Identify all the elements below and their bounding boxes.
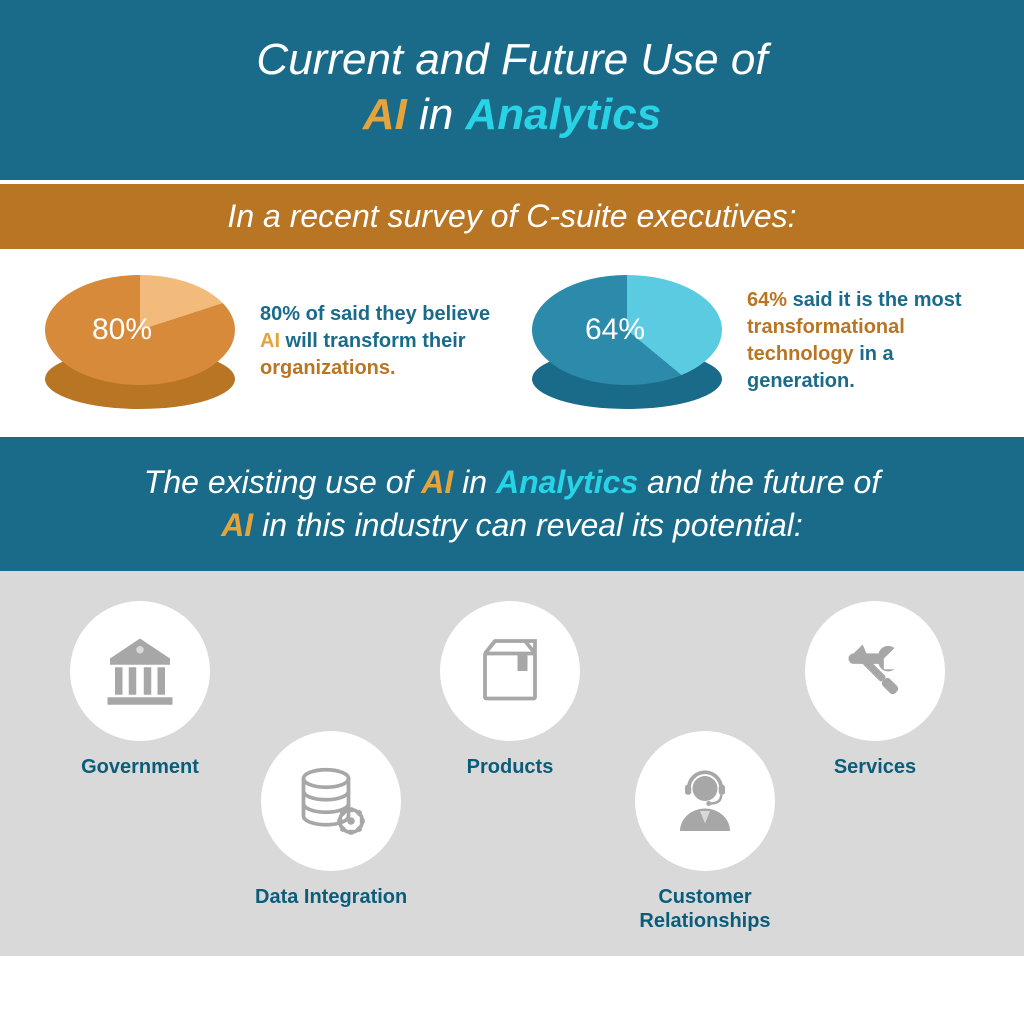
s1-b: will transform their <box>280 330 466 352</box>
box-icon <box>470 631 550 711</box>
database-gear-icon <box>291 761 371 841</box>
tools-icon <box>835 631 915 711</box>
m-an: Analytics <box>496 464 638 500</box>
category-government: Government <box>70 601 210 779</box>
pie-chart-64: 64% <box>527 271 727 411</box>
midband-text: The existing use of AI in Analytics and … <box>60 461 964 547</box>
title-banner: Current and Future Use of AI in Analytic… <box>0 0 1024 180</box>
categories-panel: Government Data Integration <box>0 571 1024 956</box>
government-icon <box>100 631 180 711</box>
category-customer-relationships: Customer Relationships <box>620 731 790 933</box>
title-analytics: Analytics <box>466 90 662 139</box>
circle-services <box>805 601 945 741</box>
category-products: Products <box>440 601 580 779</box>
m-b: in <box>453 464 496 500</box>
circle-customer <box>635 731 775 871</box>
category-label: Customer Relationships <box>620 885 790 933</box>
s1-ai: AI <box>260 330 280 352</box>
m-ai2: AI <box>221 507 253 543</box>
s1-a: of said they believe <box>300 303 490 325</box>
midband: The existing use of AI in Analytics and … <box>0 437 1024 571</box>
stat-text-64: 64% said it is the most transformational… <box>747 287 984 395</box>
category-services: Services <box>805 601 945 779</box>
pie-chart-80: 80% <box>40 271 240 411</box>
category-data-integration: Data Integration <box>255 731 407 909</box>
stat-block-64: 64% 64% said it is the most transformati… <box>527 271 984 411</box>
title-ai: AI <box>363 90 407 139</box>
circle-products <box>440 601 580 741</box>
circle-government <box>70 601 210 741</box>
category-label: Government <box>81 755 199 779</box>
m-ai1: AI <box>421 464 453 500</box>
pie-label-80: 80% <box>22 313 222 347</box>
category-label: Services <box>834 755 916 779</box>
m-d: in this industry can reveal its potentia… <box>253 507 803 543</box>
stat-text-80: 80% of said they believe AI will transfo… <box>260 301 497 382</box>
title-line1: Current and Future Use of <box>256 35 767 84</box>
stats-row: 80% 80% of said they believe AI will tra… <box>0 249 1024 437</box>
page-title: Current and Future Use of AI in Analytic… <box>20 32 1004 142</box>
category-label: Products <box>467 755 554 779</box>
m-c: and the future of <box>638 464 880 500</box>
s2-a: said it is the most <box>787 289 961 311</box>
pie-label-64: 64% <box>515 313 715 347</box>
circle-data <box>261 731 401 871</box>
stat-block-80: 80% 80% of said they believe AI will tra… <box>40 271 497 411</box>
category-label: Data Integration <box>255 885 407 909</box>
s2-pct: 64% <box>747 289 787 311</box>
survey-subheader-text: In a recent survey of C-suite executives… <box>20 198 1004 235</box>
headset-person-icon <box>665 761 745 841</box>
m-a: The existing use of <box>144 464 421 500</box>
s1-pct: 80% <box>260 303 300 325</box>
survey-subheader: In a recent survey of C-suite executives… <box>0 180 1024 249</box>
s1-c: organizations. <box>260 357 396 379</box>
title-mid: in <box>407 90 466 139</box>
